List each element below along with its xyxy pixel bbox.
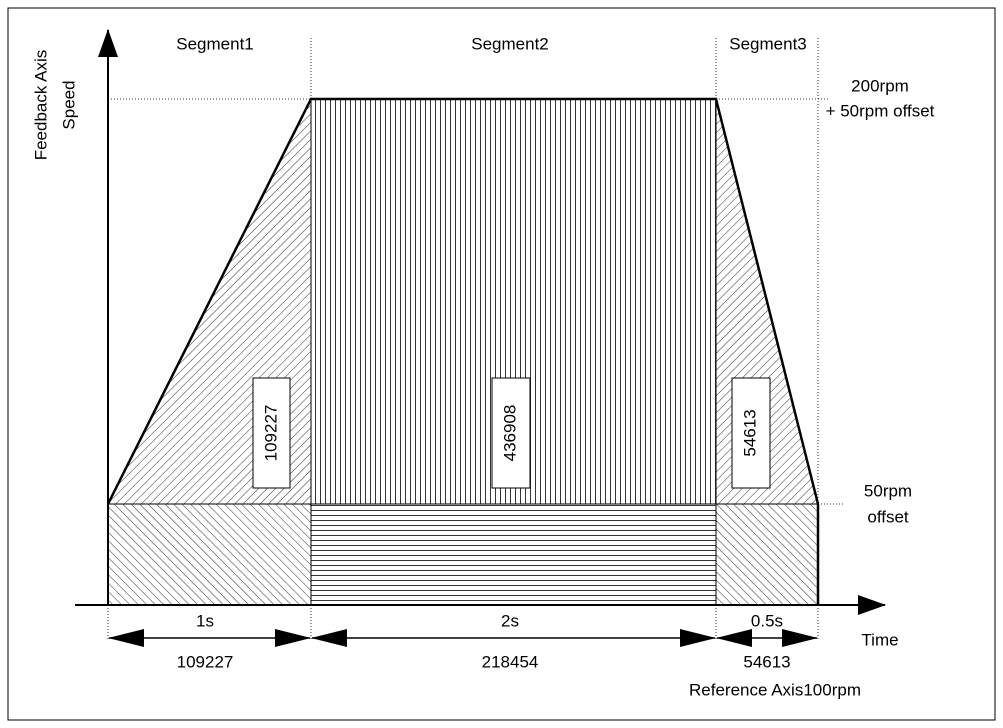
top-speed-label: + 50rpm offset — [826, 101, 935, 120]
offset-label: offset — [867, 507, 909, 526]
guides — [107, 38, 845, 640]
reference-counts: 54613 — [743, 652, 790, 671]
offset-label: 50rpm — [864, 481, 912, 500]
value-box — [491, 377, 531, 489]
frame — [7, 7, 996, 721]
duration: 0.5s — [751, 611, 783, 630]
reference-label: Reference Axis100rpm — [689, 680, 861, 699]
reference-counts: 109227 — [177, 652, 234, 671]
segment-name: Segment1 — [176, 34, 254, 53]
y-axis-label: Feedback Axis — [31, 50, 50, 161]
profile — [106, 97, 820, 605]
segment-name: Segment2 — [471, 34, 549, 53]
segment3-offset — [716, 504, 818, 605]
duration: 2s — [501, 611, 519, 630]
segment2-offset — [311, 504, 716, 605]
feedback-counts: 109227 — [261, 405, 280, 462]
value-box — [731, 377, 771, 489]
reference-counts: 218454 — [482, 652, 539, 671]
feedback-counts: 436908 — [500, 405, 519, 462]
y-axis-label: Speed — [59, 80, 78, 129]
feedback-counts: 54613 — [740, 409, 759, 456]
x-axis-label: Time — [861, 630, 898, 649]
segment1-offset — [108, 504, 311, 605]
segment-name: Segment3 — [729, 34, 807, 53]
duration: 1s — [196, 611, 214, 630]
value-box — [252, 377, 291, 489]
top-speed-label: 200rpm — [851, 76, 909, 95]
